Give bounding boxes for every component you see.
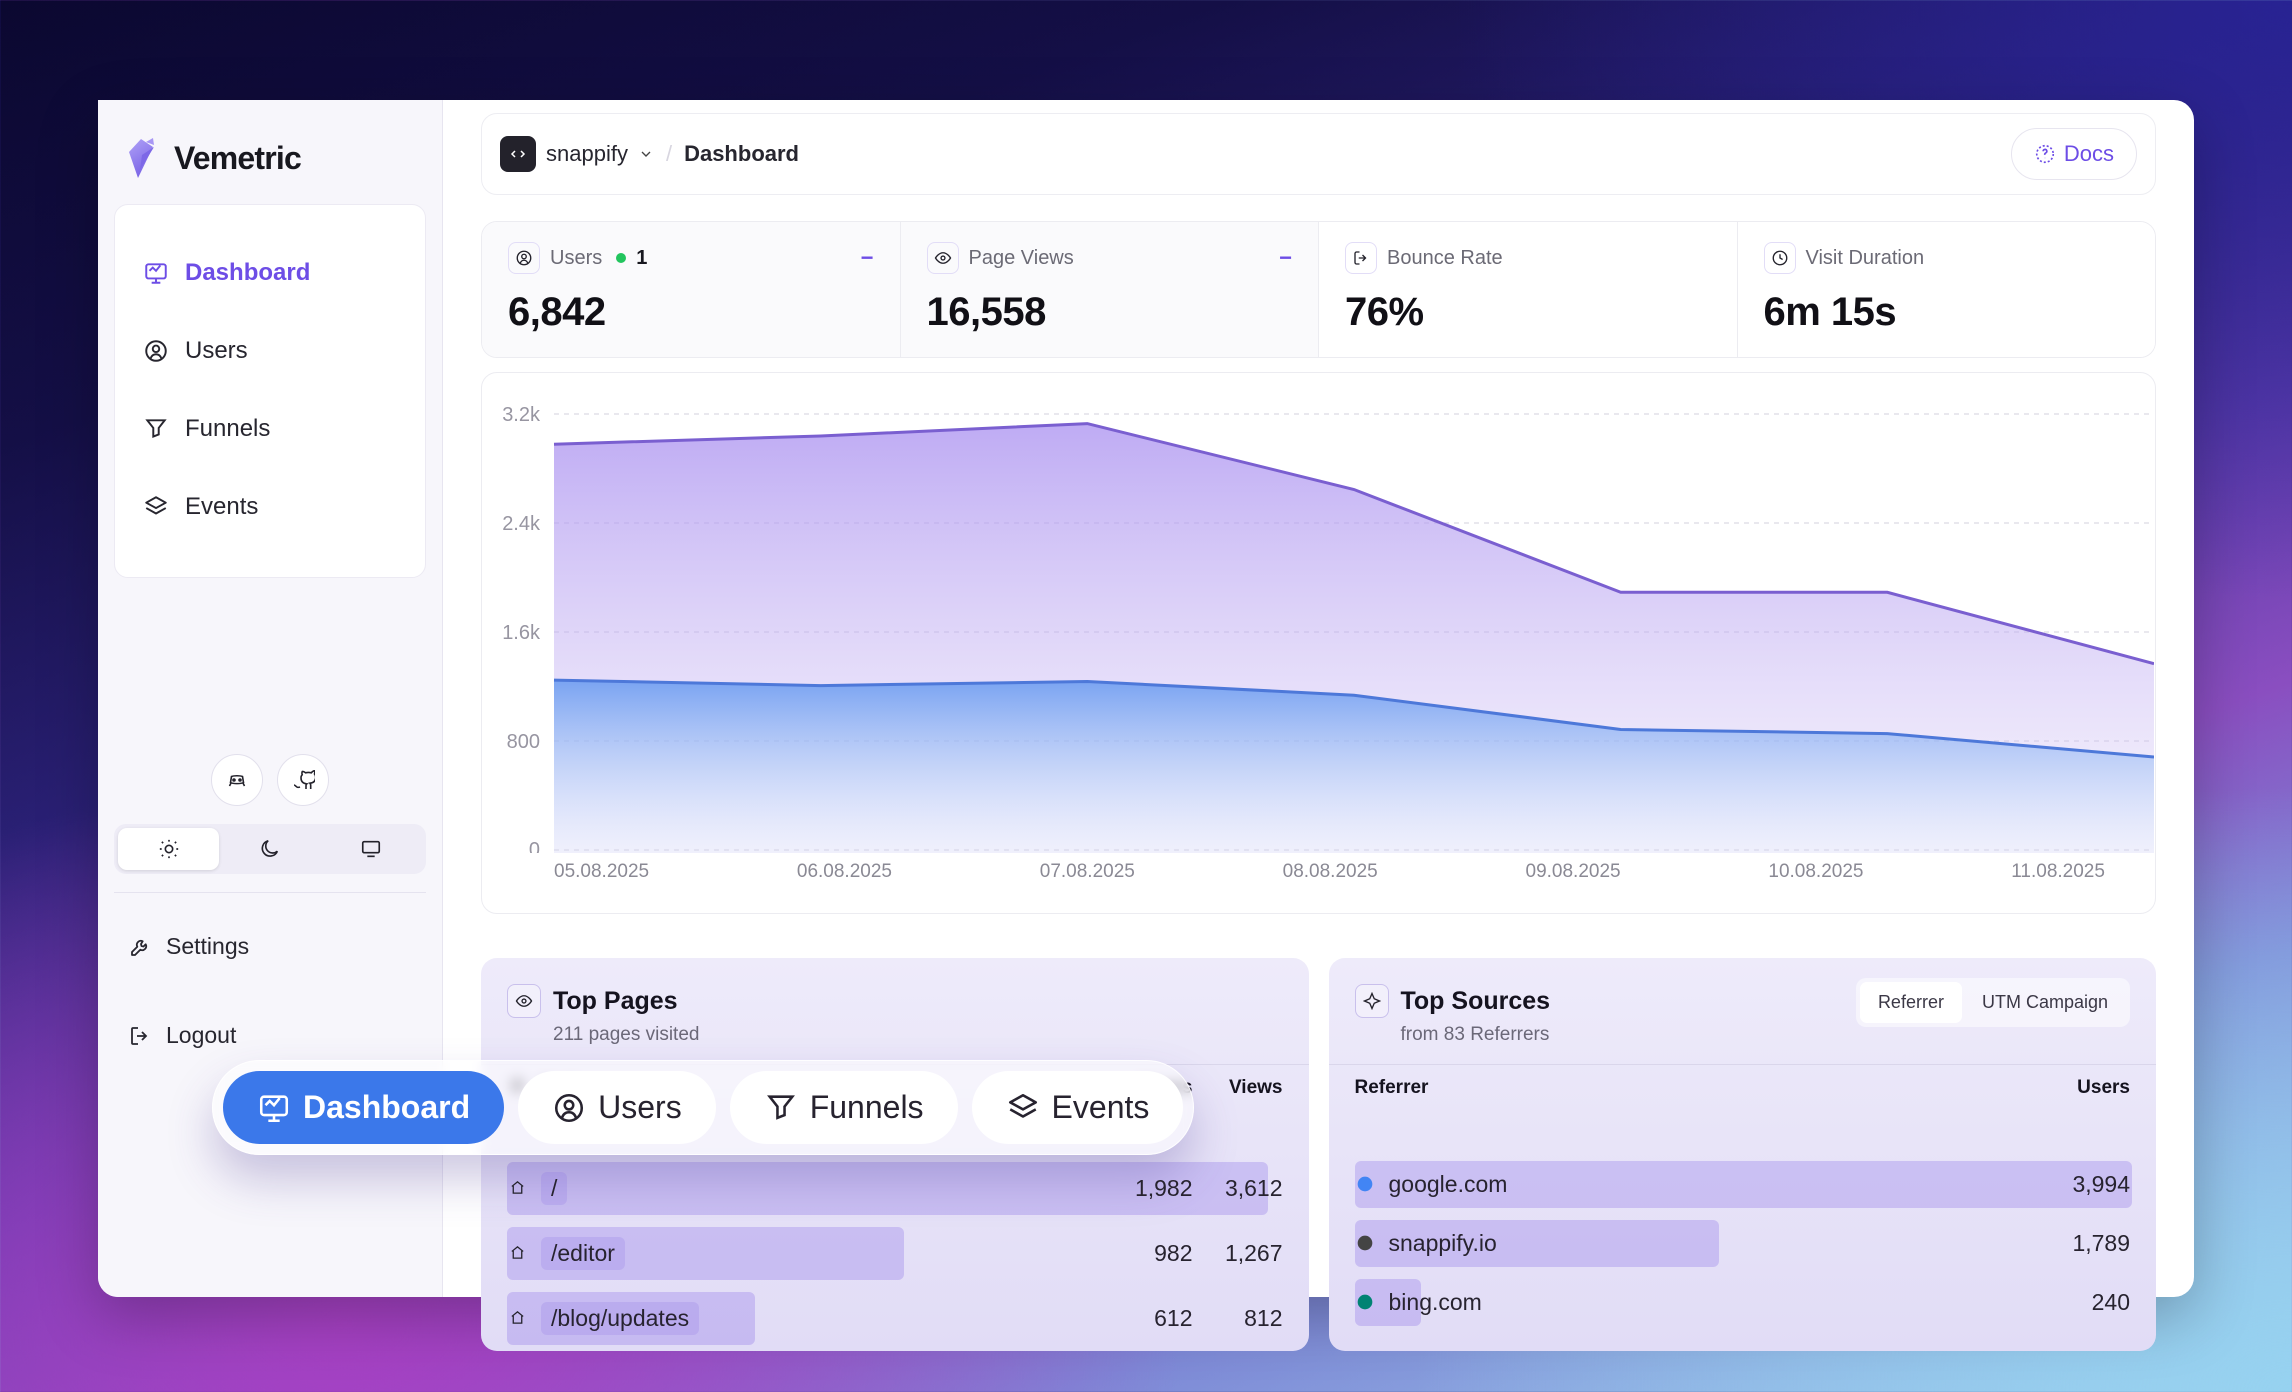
svg-text:3.2k: 3.2k [502, 404, 541, 426]
svg-text:800: 800 [507, 731, 540, 753]
svg-text:2.4k: 2.4k [502, 513, 541, 535]
svg-text:1.6k: 1.6k [502, 622, 541, 644]
svg-text:0: 0 [529, 839, 540, 853]
